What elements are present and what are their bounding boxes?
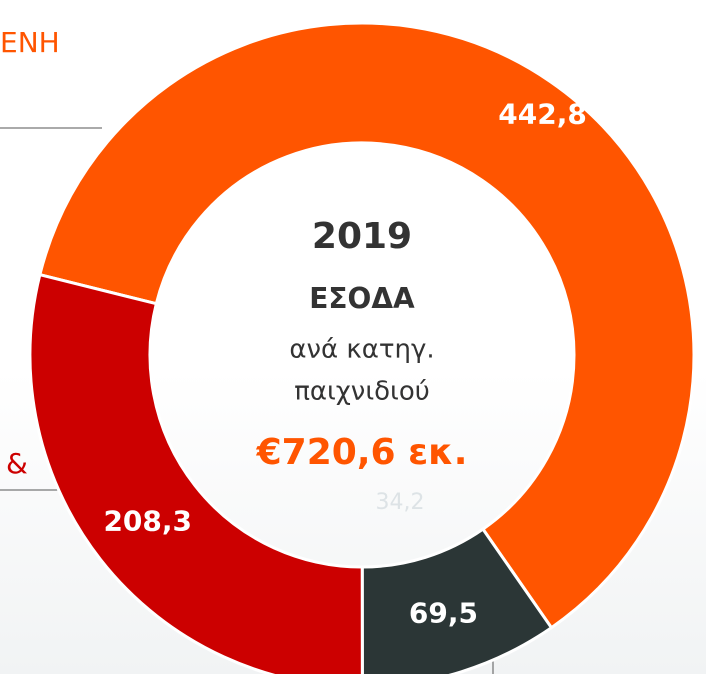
center-year: 2019 <box>312 216 412 257</box>
edge-text: & <box>6 447 28 480</box>
edge-text: ΕΝΗ <box>0 26 60 59</box>
faint-label: 34,2 <box>376 490 425 515</box>
center-total: €720,6 εκ. <box>256 432 468 473</box>
center-text: παιχνιδιού <box>294 377 430 407</box>
value-label: 208,3 <box>103 505 192 538</box>
value-label: 69,5 <box>409 597 478 630</box>
slice <box>28 272 364 674</box>
slice <box>360 527 554 674</box>
center-text: ανά κατηγ. <box>289 335 434 365</box>
value-label: 442,8 <box>498 97 587 130</box>
slice <box>38 21 696 630</box>
center-title: ΕΣΟΔΑ <box>309 282 415 315</box>
